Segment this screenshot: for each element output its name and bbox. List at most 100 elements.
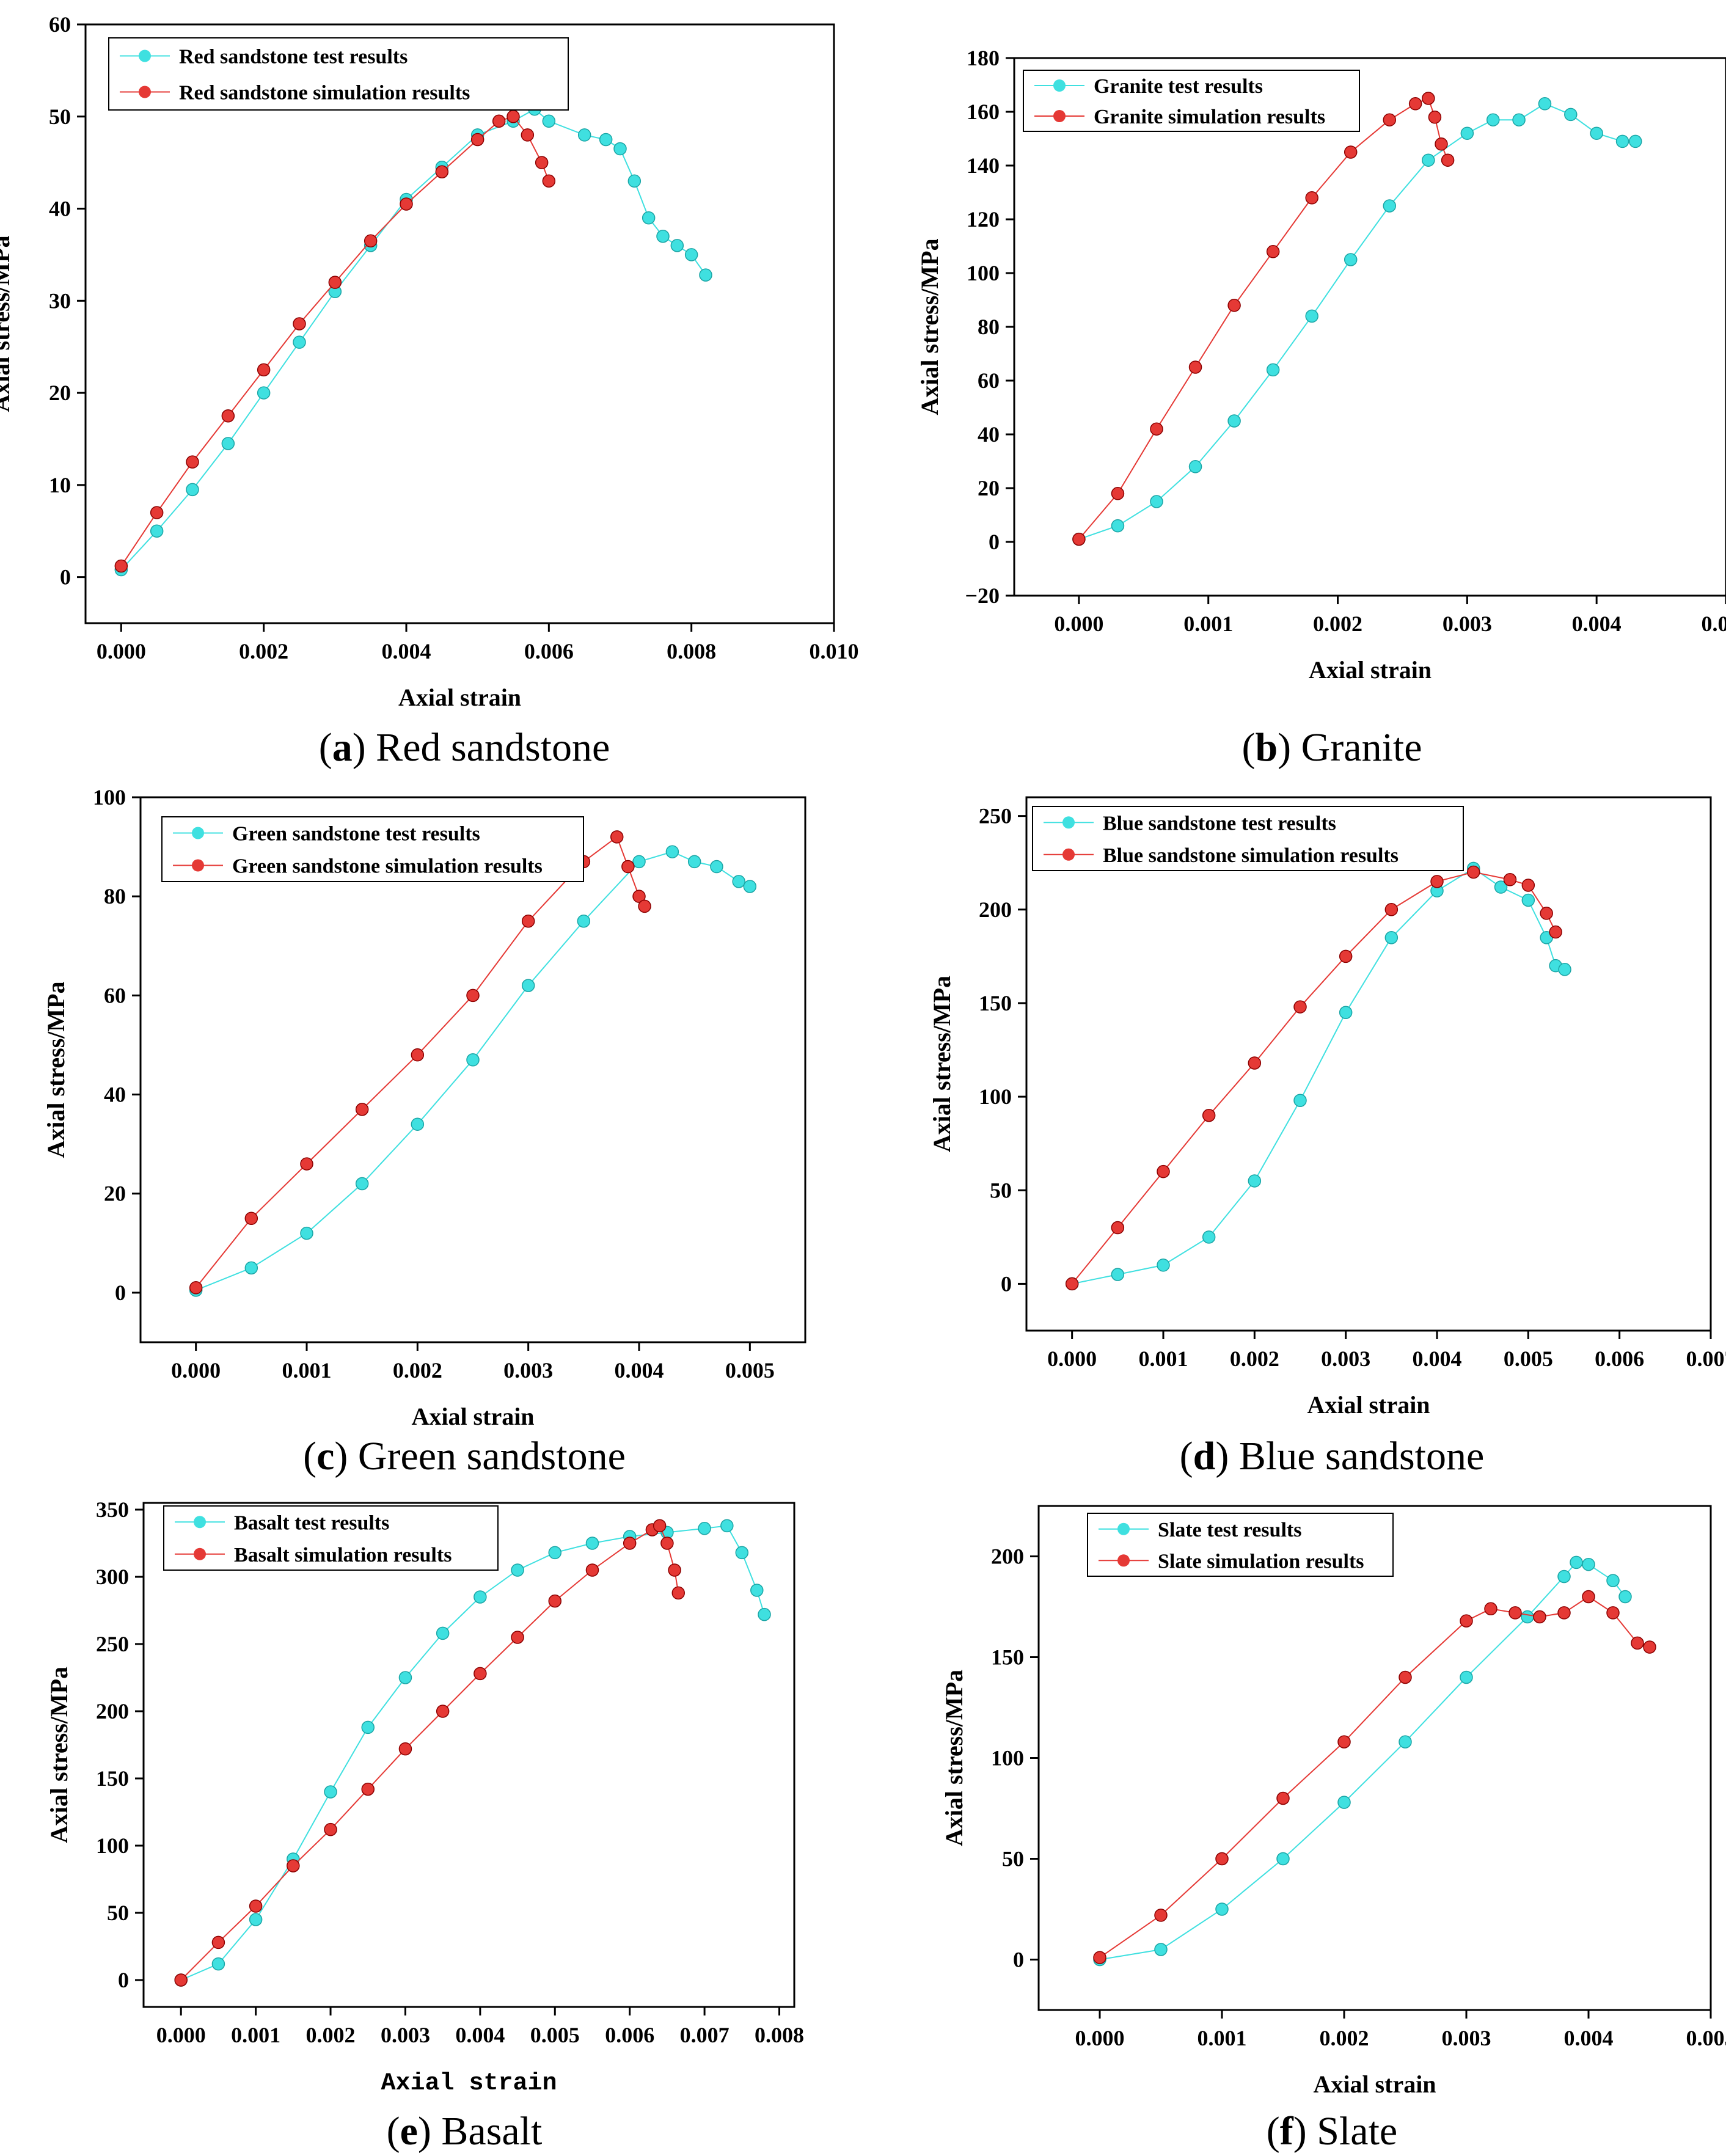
data-point xyxy=(1111,487,1125,500)
series-line xyxy=(1078,97,1449,540)
data-point xyxy=(361,1782,375,1796)
data-point xyxy=(400,197,413,211)
data-point xyxy=(1157,1259,1170,1272)
y-tick-label: 50 xyxy=(1002,1847,1024,1871)
data-point xyxy=(710,860,723,874)
x-tick-label: 0.005 xyxy=(725,1358,775,1383)
data-point xyxy=(174,1973,188,1987)
y-tick-label: 10 xyxy=(49,473,71,497)
x-tick-label: 0.004 xyxy=(382,639,431,663)
legend-box xyxy=(163,1505,499,1571)
y-tick-label: 150 xyxy=(96,1766,129,1791)
series-test xyxy=(189,845,757,1297)
data-point xyxy=(1643,1640,1656,1654)
data-point xyxy=(542,174,556,188)
panel-caption: (a) Red sandstone xyxy=(319,725,610,770)
data-point xyxy=(1628,134,1642,148)
data-point xyxy=(1065,1277,1079,1291)
series-test xyxy=(114,102,712,577)
legend-swatch-marker xyxy=(1062,816,1075,829)
data-point xyxy=(221,409,235,423)
series-line xyxy=(120,108,706,571)
legend: Blue sandstone test results Blue sandston… xyxy=(1032,806,1464,871)
series-line xyxy=(120,115,550,567)
data-point xyxy=(623,1537,637,1550)
series-line xyxy=(1099,1562,1626,1960)
data-point xyxy=(1435,137,1448,151)
data-point xyxy=(1248,1174,1262,1188)
data-point xyxy=(670,239,684,252)
legend-box xyxy=(1032,806,1464,871)
data-point xyxy=(1615,134,1629,148)
data-point xyxy=(656,230,670,243)
data-point xyxy=(1266,363,1280,377)
y-tick-label: 120 xyxy=(967,207,1000,232)
y-tick-label: 20 xyxy=(978,476,1000,500)
legend-box xyxy=(108,37,569,111)
y-tick-label: 150 xyxy=(991,1645,1024,1670)
y-tick-label: 0 xyxy=(1001,1271,1012,1296)
data-point xyxy=(1521,1610,1534,1624)
chart-panel-e: 0.000 0.001 0.002 0.003 0.004 0.005 0.006 0.007… xyxy=(45,1497,804,2154)
data-point xyxy=(1521,879,1535,892)
data-point xyxy=(1337,1796,1351,1809)
series-line xyxy=(196,851,750,1291)
data-point xyxy=(355,1103,369,1116)
y-axis-title: Axial stress/MPa xyxy=(42,981,70,1158)
x-tick-label: 0.004 xyxy=(1572,612,1622,636)
data-point xyxy=(653,1519,667,1533)
data-point xyxy=(511,1631,524,1644)
data-point xyxy=(1202,1108,1216,1122)
data-point xyxy=(293,317,306,331)
legend: Green sandstone test results Green sandst… xyxy=(161,816,584,882)
y-tick-label: 50 xyxy=(107,1901,129,1925)
data-point xyxy=(1399,1670,1412,1684)
data-point xyxy=(1384,930,1399,945)
x-tick-label: 0.003 xyxy=(1443,612,1492,636)
x-tick-label: 0.008 xyxy=(755,2023,804,2047)
x-tick-label: 0.006 xyxy=(605,2023,654,2047)
legend-label: Blue sandstone simulation results xyxy=(1103,844,1399,867)
data-point xyxy=(1540,907,1553,920)
y-tick-label: 80 xyxy=(978,315,1000,339)
data-point xyxy=(244,1211,258,1226)
data-point xyxy=(1618,1590,1632,1604)
x-tick-label: 0.002 xyxy=(239,639,288,663)
data-point xyxy=(1293,1094,1307,1107)
x-tick-label: 0.000 xyxy=(1075,2026,1125,2050)
series-line xyxy=(1072,868,1565,1285)
y-tick-label: 60 xyxy=(49,12,71,37)
y-tick-label: 200 xyxy=(991,1544,1024,1569)
data-point xyxy=(1227,414,1241,428)
legend-swatch-marker xyxy=(139,86,151,98)
panel-caption: (c) Green sandstone xyxy=(303,1434,626,1478)
series-line xyxy=(1071,871,1557,1285)
data-point xyxy=(621,860,635,874)
legend-box xyxy=(1087,1513,1394,1577)
data-point xyxy=(293,335,306,349)
y-tick-label: 160 xyxy=(967,100,1000,124)
data-point xyxy=(1557,1606,1571,1620)
data-point xyxy=(1111,1221,1125,1235)
panel-caption: (e) Basalt xyxy=(387,2109,543,2154)
x-tick-label: 0.007 xyxy=(680,2023,730,2047)
data-point xyxy=(1606,1574,1620,1587)
y-tick-label: 150 xyxy=(979,991,1012,1015)
data-point xyxy=(687,855,701,869)
y-tick-label: 300 xyxy=(96,1565,129,1589)
y-tick-label: 100 xyxy=(967,261,1000,285)
data-point xyxy=(1508,1606,1522,1620)
legend-swatch-marker xyxy=(194,1548,206,1560)
data-point xyxy=(548,1594,562,1608)
data-point xyxy=(1248,1056,1262,1070)
y-tick-label: 0 xyxy=(1013,1948,1024,1972)
data-point xyxy=(1111,519,1125,533)
chart-panel-b: 0.000 0.001 0.002 0.003 0.004 0.005 −20 0 20 40 60… xyxy=(916,46,1726,770)
data-point xyxy=(257,386,271,400)
data-point xyxy=(474,1667,487,1681)
data-point xyxy=(1564,108,1578,122)
data-point xyxy=(699,268,712,282)
legend-label: Slate simulation results xyxy=(1158,1550,1364,1573)
x-tick-label: 0.004 xyxy=(1564,2026,1614,2050)
data-point xyxy=(668,1563,681,1577)
